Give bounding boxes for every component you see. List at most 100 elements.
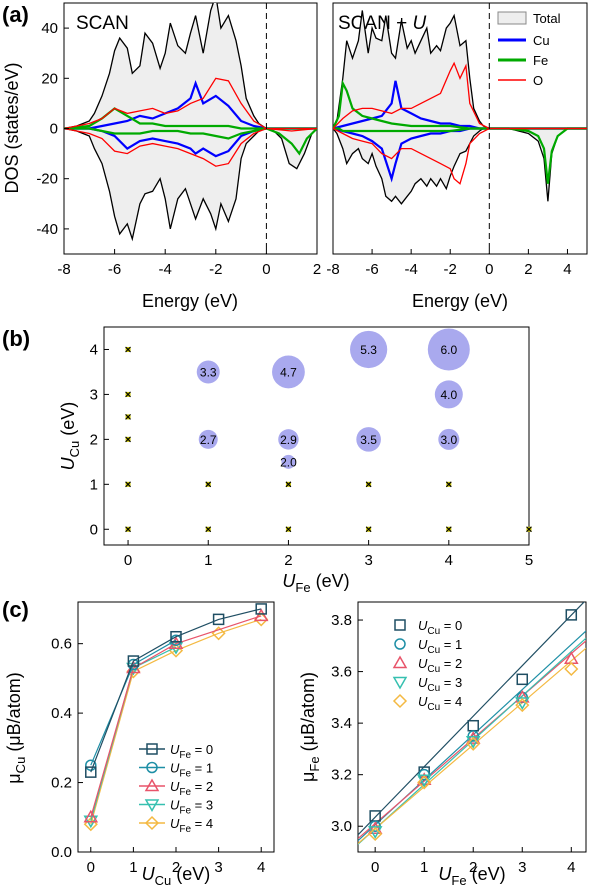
x-tick-label: 1 xyxy=(204,552,212,569)
x-tick-label: 1 xyxy=(129,859,137,876)
fe-dos-down-line xyxy=(333,127,587,184)
x-tick-label: 4 xyxy=(257,859,265,876)
x-tick-label: 3 xyxy=(214,859,222,876)
legend-label: UCu = 2 xyxy=(418,656,462,675)
grid-point-cross xyxy=(285,481,292,488)
x-axis-label: UCu (eV) xyxy=(142,864,211,887)
bubble-label: 5.3 xyxy=(360,343,377,357)
value-bubble xyxy=(196,360,220,384)
x-tick-label: 2 xyxy=(313,261,321,278)
data-point xyxy=(83,809,99,823)
legend-marker xyxy=(144,815,160,831)
grid-point-cross xyxy=(445,526,452,533)
legend: Total Cu Fe O xyxy=(494,6,586,96)
x-tick-label: -6 xyxy=(108,261,121,278)
total-dos-fill xyxy=(333,10,587,204)
grid-point-cross xyxy=(526,526,532,533)
plot-area xyxy=(358,602,586,845)
x-tick-label: -2 xyxy=(209,261,222,278)
x-tick-label: 3 xyxy=(518,859,526,876)
x-tick-label: 2 xyxy=(284,552,292,569)
value-bubble xyxy=(438,428,460,450)
grid-point-cross xyxy=(205,481,212,488)
data-point xyxy=(515,689,530,703)
plot-frame xyxy=(357,601,587,853)
y-axis-label: UCu (eV) xyxy=(58,402,82,471)
cu-dos-up-line xyxy=(64,80,317,130)
o-dos-down-line xyxy=(64,127,317,167)
legend-marker xyxy=(144,799,160,813)
x-tick-label: -8 xyxy=(57,261,70,278)
panel-label-b: (b) xyxy=(2,326,30,351)
grid-point-cross xyxy=(365,481,372,488)
panel-title: SCAN xyxy=(76,13,129,34)
data-point xyxy=(367,821,383,835)
legend-label: UCu = 1 xyxy=(418,637,462,656)
y-tick-label: 1 xyxy=(90,476,98,493)
data-point xyxy=(465,735,481,749)
data-point xyxy=(515,697,530,711)
x-tick-label: -2 xyxy=(444,261,457,278)
o-dos-down-line xyxy=(333,127,587,185)
y-tick-label: 2 xyxy=(90,431,98,448)
legend-label: UFe = 0 xyxy=(170,742,213,761)
value-bubble xyxy=(427,328,470,371)
series-line xyxy=(90,639,177,766)
legend-label: UCu = 4 xyxy=(418,694,462,713)
x-tick-label: 0 xyxy=(262,261,270,278)
legend-swatch-total xyxy=(497,11,527,25)
total-dos-down-line xyxy=(333,127,587,205)
x-tick-label: 2 xyxy=(524,261,532,278)
x-tick-label: 0 xyxy=(485,261,493,278)
y-axis-label: μFe (μB/atom) xyxy=(298,672,322,782)
legend-marker xyxy=(146,743,158,755)
data-point xyxy=(368,826,383,842)
cu-dos-up-line xyxy=(333,80,587,130)
y-tick-label: 0.2 xyxy=(51,775,72,792)
y-tick-label: 3 xyxy=(90,386,98,403)
legend-label: UFe = 1 xyxy=(170,761,213,780)
legend-marker xyxy=(392,693,408,709)
value-bubble xyxy=(350,330,388,369)
data-point xyxy=(170,630,182,643)
value-bubble xyxy=(272,355,305,389)
o-dos-up-line xyxy=(333,61,587,130)
x-tick-label: 4 xyxy=(445,552,453,569)
data-point xyxy=(212,613,225,626)
data-point xyxy=(85,759,97,771)
grid-point-cross xyxy=(125,526,131,533)
plot-frame xyxy=(103,326,530,546)
value-bubble xyxy=(198,429,218,449)
x-axis-label: Energy (eV) xyxy=(142,291,238,311)
dos-panel-scan: SCAN Energy (eV) DOS (states/eV) -8 -6 -4 -… xyxy=(2,2,321,311)
y-tick-label: -20 xyxy=(36,171,58,188)
bubble-label: 2.7 xyxy=(200,433,217,447)
value-bubble xyxy=(434,380,463,409)
legend-label-total: Total xyxy=(533,11,561,26)
grid-point-cross xyxy=(125,481,131,488)
x-tick-label: 1 xyxy=(420,859,428,876)
dos-panel-scan-u: SCAN + U Energy (eV) Total Cu Fe O -8 -6 -… xyxy=(326,2,588,311)
fe-dos-down-line xyxy=(64,127,317,156)
data-point xyxy=(417,775,432,790)
legend-marker xyxy=(394,638,406,650)
y-tick-label: 3.2 xyxy=(331,767,352,784)
bubble-label: 3.5 xyxy=(360,433,377,447)
y-tick-label: 4 xyxy=(90,341,98,358)
legend-marker xyxy=(144,778,160,792)
data-point xyxy=(515,698,530,713)
grid-point-cross xyxy=(285,526,292,533)
bubble-label: 2.0 xyxy=(280,455,297,469)
value-bubble xyxy=(278,429,299,450)
y-tick-label: -40 xyxy=(36,221,58,238)
total-dos-fill xyxy=(64,3,317,239)
legend-marker xyxy=(392,655,408,669)
value-bubble xyxy=(281,454,296,469)
data-point xyxy=(467,719,479,732)
x-axis-label: UFe (eV) xyxy=(282,571,349,595)
y-tick-label: 0 xyxy=(50,121,58,138)
y-tick-label: 40 xyxy=(41,20,58,37)
fit-line xyxy=(358,602,585,836)
o-dos-up-line xyxy=(64,77,317,130)
data-point xyxy=(253,608,269,622)
